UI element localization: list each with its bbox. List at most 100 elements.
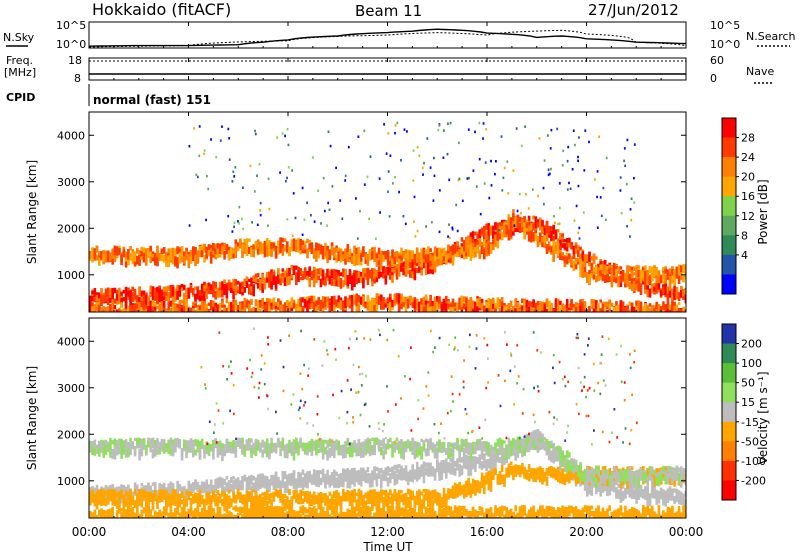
heatmap-cell: [532, 299, 535, 308]
heatmap-cell: [393, 293, 397, 306]
heatmap-cell: [671, 496, 674, 501]
heatmap-cell: [104, 500, 108, 507]
heatmap-cell: [467, 299, 470, 312]
heatmap-cell: [552, 309, 555, 312]
heatmap-cell: [542, 186, 545, 190]
heatmap-cell: [272, 478, 276, 490]
heatmap-cell: [140, 496, 144, 508]
heatmap-cell: [545, 234, 549, 242]
heatmap-cell: [677, 302, 681, 306]
heatmap-cell: [386, 303, 390, 311]
heatmap-cell: [377, 472, 381, 479]
heatmap-cell: [232, 290, 235, 300]
heatmap-cell: [474, 481, 477, 492]
heatmap-cell: [91, 290, 94, 295]
heatmap-cell: [346, 279, 350, 287]
heatmap-cell: [657, 305, 661, 312]
heatmap-cell: [178, 484, 182, 490]
heatmap-cell: [124, 305, 128, 312]
heatmap-cell: [319, 470, 323, 475]
heatmap-cell: [263, 497, 267, 502]
heatmap-cell: [387, 190, 389, 193]
heatmap-cell: [456, 492, 459, 498]
heatmap-cell: [657, 288, 661, 293]
heatmap-cell: [384, 299, 388, 304]
heatmap-cell: [254, 506, 258, 516]
heatmap-cell: [440, 469, 444, 480]
heatmap-cell: [541, 301, 544, 311]
heatmap-cell: [453, 514, 457, 518]
heatmap-cell: [623, 147, 626, 150]
heatmap-cell: [303, 267, 307, 279]
heatmap-cell: [129, 508, 132, 516]
heatmap-cell: [109, 484, 112, 491]
heatmap-cell: [243, 515, 247, 518]
heatmap-cell: [675, 311, 679, 312]
heatmap-cell: [218, 476, 222, 488]
heatmap-cell: [642, 306, 645, 312]
heatmap-cell: [545, 468, 549, 473]
heatmap-cell: [178, 300, 182, 305]
heatmap-cell: [574, 307, 578, 312]
heatmap-cell: [93, 288, 97, 297]
heatmap-cell: [261, 505, 264, 516]
heatmap-cell: [214, 252, 217, 260]
heatmap-cell: [547, 173, 550, 177]
heatmap-cell: [389, 259, 392, 268]
heatmap-cell: [283, 302, 287, 308]
heatmap-cell: [671, 306, 674, 312]
heatmap-cell: [433, 246, 437, 255]
heatmap-cell: [153, 496, 157, 500]
heatmap-cell: [357, 478, 361, 485]
heatmap-cell: [483, 248, 486, 260]
heatmap-cell: [295, 307, 298, 312]
heatmap-cell: [426, 137, 429, 140]
heatmap-cell: [245, 497, 249, 509]
heatmap-cell: [209, 499, 213, 512]
heatmap-cell: [449, 489, 452, 498]
heatmap-cell: [500, 306, 504, 312]
heatmap-cell: [626, 305, 629, 312]
heatmap-cell: [478, 157, 481, 161]
heatmap-cell: [104, 510, 108, 515]
heatmap-cell: [346, 298, 350, 307]
heatmap-cell: [203, 243, 206, 251]
heatmap-cell: [554, 475, 558, 481]
heatmap-cell: [261, 473, 264, 486]
heatmap-cell: [122, 497, 126, 501]
heatmap-cell: [276, 136, 279, 139]
heatmap-cell: [286, 218, 289, 221]
heatmap-cell: [534, 218, 538, 231]
heatmap-cell: [353, 294, 356, 305]
heatmap-cell: [543, 471, 547, 478]
heatmap-cell: [171, 483, 175, 493]
heatmap-cell: [299, 516, 302, 518]
heatmap-cell: [286, 300, 289, 312]
heatmap-cell: [149, 251, 152, 257]
heatmap-cell: [487, 308, 491, 312]
heatmap-cell: [216, 490, 220, 496]
heatmap-cell: [308, 266, 311, 275]
heatmap-cell: [118, 245, 121, 250]
heatmap-cell: [424, 304, 428, 312]
heatmap-cell: [162, 291, 166, 297]
freq-label-line2: [MHz]: [4, 66, 36, 79]
heatmap-cell: [409, 499, 412, 507]
heatmap-cell: [483, 475, 486, 484]
heatmap-cell: [180, 491, 184, 498]
heatmap-cell: [145, 500, 148, 511]
heatmap-cell: [673, 273, 676, 286]
heatmap-cell: [234, 285, 238, 294]
heatmap-cell: [456, 241, 459, 247]
heatmap-cell: [550, 128, 553, 132]
heatmap-cell: [156, 499, 159, 509]
heatmap-cell: [174, 492, 177, 501]
heatmap-cell: [174, 256, 177, 266]
heatmap-cell: [633, 306, 636, 312]
heatmap-cell: [288, 275, 291, 285]
heatmap-cell: [487, 475, 491, 484]
heatmap-cell: [453, 460, 457, 467]
heatmap-cell: [330, 474, 334, 486]
heatmap-cell: [113, 255, 117, 263]
heatmap-cell: [95, 484, 99, 493]
